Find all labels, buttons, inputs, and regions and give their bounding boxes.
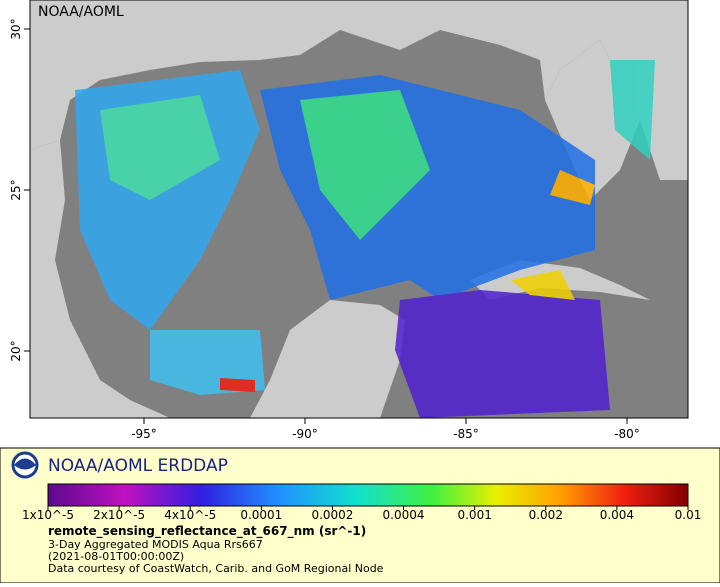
colorbar-tick-label: 1x10^-5 bbox=[22, 508, 74, 522]
x-tick-label: -85° bbox=[453, 427, 479, 441]
colorbar-tick-label: 0.001 bbox=[457, 508, 491, 522]
description: 3-Day Aggregated MODIS Aqua Rrs667 bbox=[48, 538, 263, 551]
time: (2021-08-01T00:00:00Z) bbox=[48, 550, 184, 563]
x-tick-label: -80° bbox=[614, 427, 640, 441]
land-north bbox=[30, 0, 688, 180]
colorbar-tick-label: 2x10^-5 bbox=[93, 508, 145, 522]
patch bbox=[610, 60, 655, 160]
patch bbox=[100, 95, 220, 200]
axis-ticks: -95° -90° -85° -80° 20° 25° 30° bbox=[9, 18, 640, 441]
land-mexico bbox=[30, 140, 170, 418]
variable-name: remote_sensing_reflectance_at_667_nm (sr… bbox=[48, 524, 366, 539]
land-yucatan bbox=[250, 300, 405, 418]
colorbar-tick-label: 0.0001 bbox=[240, 508, 282, 522]
colorbar-ticks: 1x10^-5 2x10^-5 4x10^-5 0.0001 0.0002 0.0004 0… bbox=[22, 506, 701, 522]
legend-title: NOAA/AOML ERDDAP bbox=[48, 456, 228, 476]
map-frame bbox=[29, 0, 689, 419]
patch bbox=[150, 330, 265, 395]
colorbar-tick-label: 0.0002 bbox=[311, 508, 353, 522]
legend-panel bbox=[0, 447, 720, 584]
colorbar-tick-label: 0.002 bbox=[529, 508, 563, 522]
y-tick-label: 25° bbox=[9, 179, 23, 200]
patch bbox=[550, 170, 595, 205]
y-tick-label: 30° bbox=[9, 18, 23, 39]
colorbar bbox=[47, 483, 689, 507]
patch bbox=[300, 90, 430, 240]
reflectance-field bbox=[75, 60, 655, 418]
y-tick-label: 20° bbox=[9, 340, 23, 361]
patch bbox=[220, 378, 255, 392]
credit: Data courtesy of CoastWatch, Carib. and … bbox=[48, 562, 384, 575]
x-tick-label: -95° bbox=[131, 427, 157, 441]
colorbar-tick-label: 0.0004 bbox=[383, 508, 425, 522]
patch bbox=[510, 270, 575, 300]
x-tick-label: -90° bbox=[292, 427, 318, 441]
map-area bbox=[30, 0, 688, 418]
colorbar-tick-label: 4x10^-5 bbox=[164, 508, 216, 522]
patch bbox=[395, 290, 610, 418]
colorbar-tick-label: 0.004 bbox=[600, 508, 634, 522]
noaa-logo-bird bbox=[14, 458, 36, 470]
watermark: NOAA/AOML bbox=[38, 4, 124, 20]
colorbar-tick-label: 0.01 bbox=[675, 508, 702, 522]
